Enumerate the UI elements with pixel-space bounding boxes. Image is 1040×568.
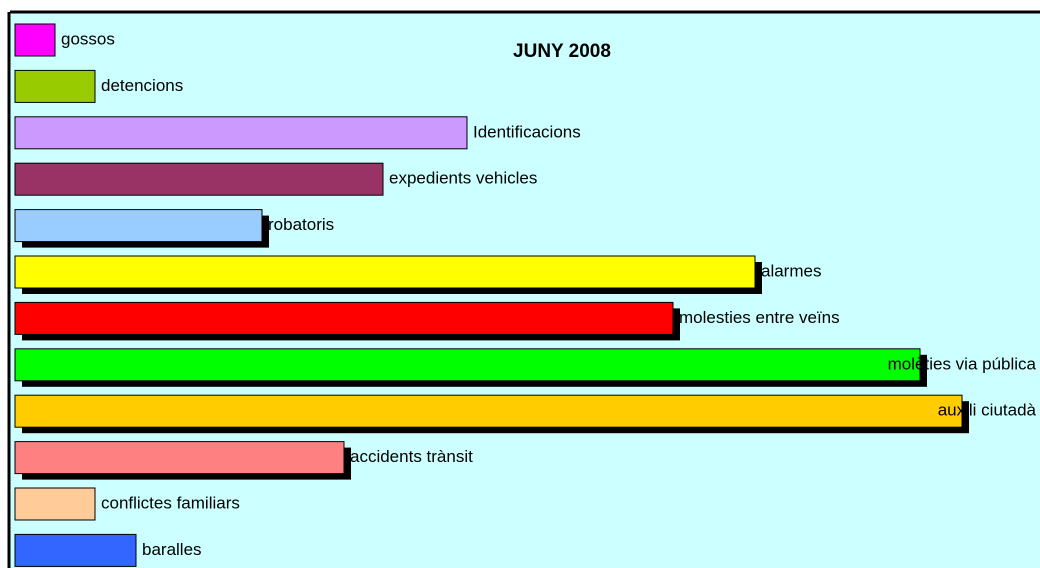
bar — [14, 348, 921, 382]
bar-label: auxili ciutadà — [938, 401, 1037, 420]
bar — [14, 255, 756, 289]
chart-title: JUNY 2008 — [513, 41, 611, 62]
bar — [14, 209, 263, 243]
bar-label: molesties entre veïns — [679, 308, 840, 327]
bar-label: detencions — [101, 76, 183, 95]
bar-label: gossos — [61, 29, 115, 48]
bar-label: molèties via pública — [888, 354, 1037, 373]
bar — [14, 301, 674, 335]
bar — [14, 116, 468, 150]
bar-label: expedients vehicles — [389, 169, 537, 188]
bar-label: conflictes familiars — [101, 493, 240, 512]
bar-label: Identificacions — [473, 122, 581, 141]
bar-label: baralles — [142, 540, 202, 559]
bar — [14, 533, 137, 567]
bar — [14, 23, 56, 57]
bar — [14, 69, 96, 103]
bar-label: robatoris — [268, 215, 334, 234]
bar — [14, 441, 345, 475]
bar-label: alarmes — [761, 261, 821, 280]
bar-label: accidents trànsit — [350, 447, 473, 466]
bar — [14, 162, 384, 196]
bar — [14, 487, 96, 521]
bar — [14, 394, 963, 428]
